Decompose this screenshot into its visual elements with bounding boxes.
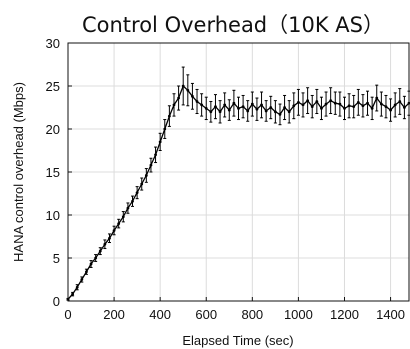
data-point (232, 101, 236, 105)
data-point (273, 110, 277, 114)
x-tick-label: 400 (149, 307, 171, 322)
y-tick-label: 30 (46, 36, 60, 51)
data-point (287, 110, 291, 114)
data-point (75, 285, 79, 289)
data-point (200, 103, 204, 107)
data-point (329, 99, 333, 103)
x-tick-label: 200 (103, 307, 125, 322)
data-point (338, 102, 342, 106)
data-point (393, 103, 397, 107)
data-point (131, 199, 134, 203)
x-tick-label: 1200 (330, 307, 359, 322)
data-point (112, 229, 116, 232)
data-point (306, 99, 310, 103)
y-tick-label: 5 (53, 251, 60, 266)
data-point (195, 100, 199, 103)
data-point (181, 84, 185, 88)
data-point (71, 292, 75, 296)
data-point (80, 278, 84, 281)
x-tick-label: 600 (195, 307, 217, 322)
series-layer (66, 66, 410, 301)
y-tick-label: 25 (46, 79, 60, 94)
grid-lines (68, 43, 409, 301)
y-tick-label: 0 (53, 294, 60, 309)
data-point (389, 108, 392, 112)
data-point (398, 100, 402, 103)
data-point (135, 191, 139, 195)
data-point (103, 242, 107, 246)
data-point (94, 256, 98, 260)
data-point (315, 100, 319, 103)
data-point (237, 106, 240, 110)
data-point (352, 105, 356, 109)
data-point (85, 270, 88, 274)
x-tick-label: 0 (64, 307, 71, 322)
y-tick-label: 15 (46, 165, 60, 180)
data-point (209, 110, 213, 114)
data-point (214, 105, 217, 109)
data-point (204, 106, 208, 110)
data-point (347, 104, 351, 108)
data-point (89, 262, 93, 266)
data-point (297, 100, 300, 104)
data-point (154, 153, 157, 157)
data-point (223, 103, 227, 107)
data-point (246, 109, 250, 113)
data-point (158, 140, 162, 144)
data-point (384, 105, 388, 109)
data-point (379, 102, 383, 106)
data-point (402, 106, 406, 109)
data-point (264, 109, 268, 113)
data-point (250, 102, 254, 106)
x-tick-label: 800 (241, 307, 263, 322)
data-point (324, 102, 328, 106)
x-tick-label: 1000 (284, 307, 313, 322)
data-point (140, 182, 144, 186)
chart-title: Control Overhead（10K AS） (82, 13, 384, 37)
data-point (144, 174, 148, 177)
data-point (333, 101, 337, 105)
data-point (366, 101, 369, 105)
x-tick-label: 1400 (376, 307, 405, 322)
data-point (278, 112, 282, 116)
y-tick-label: 20 (46, 122, 60, 137)
y-tick-label: 10 (46, 208, 60, 223)
data-point (121, 215, 125, 219)
axis-ticks: 0 200 400 600 800 1000 1200 1400 0 5 10 15 20 25 30 (46, 36, 405, 322)
data-point (375, 96, 379, 100)
data-point (292, 104, 296, 108)
x-axis-label: Elapsed Time (sec) (182, 333, 293, 348)
data-point (117, 222, 121, 226)
data-point (227, 108, 231, 112)
data-point (343, 106, 346, 110)
data-point (108, 236, 111, 240)
data-point (167, 114, 171, 118)
data-point (172, 103, 176, 107)
data-point (149, 163, 153, 167)
data-point (163, 127, 167, 131)
data-point (320, 106, 323, 110)
data-point (260, 103, 263, 107)
y-axis-label: HANA control overhead (Mbps) (11, 82, 26, 262)
data-point (126, 206, 130, 210)
data-point (370, 106, 374, 110)
data-point (356, 100, 360, 104)
data-point (241, 105, 245, 109)
data-point (98, 249, 102, 253)
data-point (191, 94, 194, 98)
data-point (310, 105, 314, 109)
data-point (269, 106, 273, 109)
data-point (301, 103, 305, 107)
data-point (255, 107, 259, 111)
data-point (177, 96, 180, 100)
data-point (361, 104, 365, 108)
data-point (186, 88, 190, 92)
data-point (218, 110, 222, 114)
data-point (283, 106, 286, 109)
